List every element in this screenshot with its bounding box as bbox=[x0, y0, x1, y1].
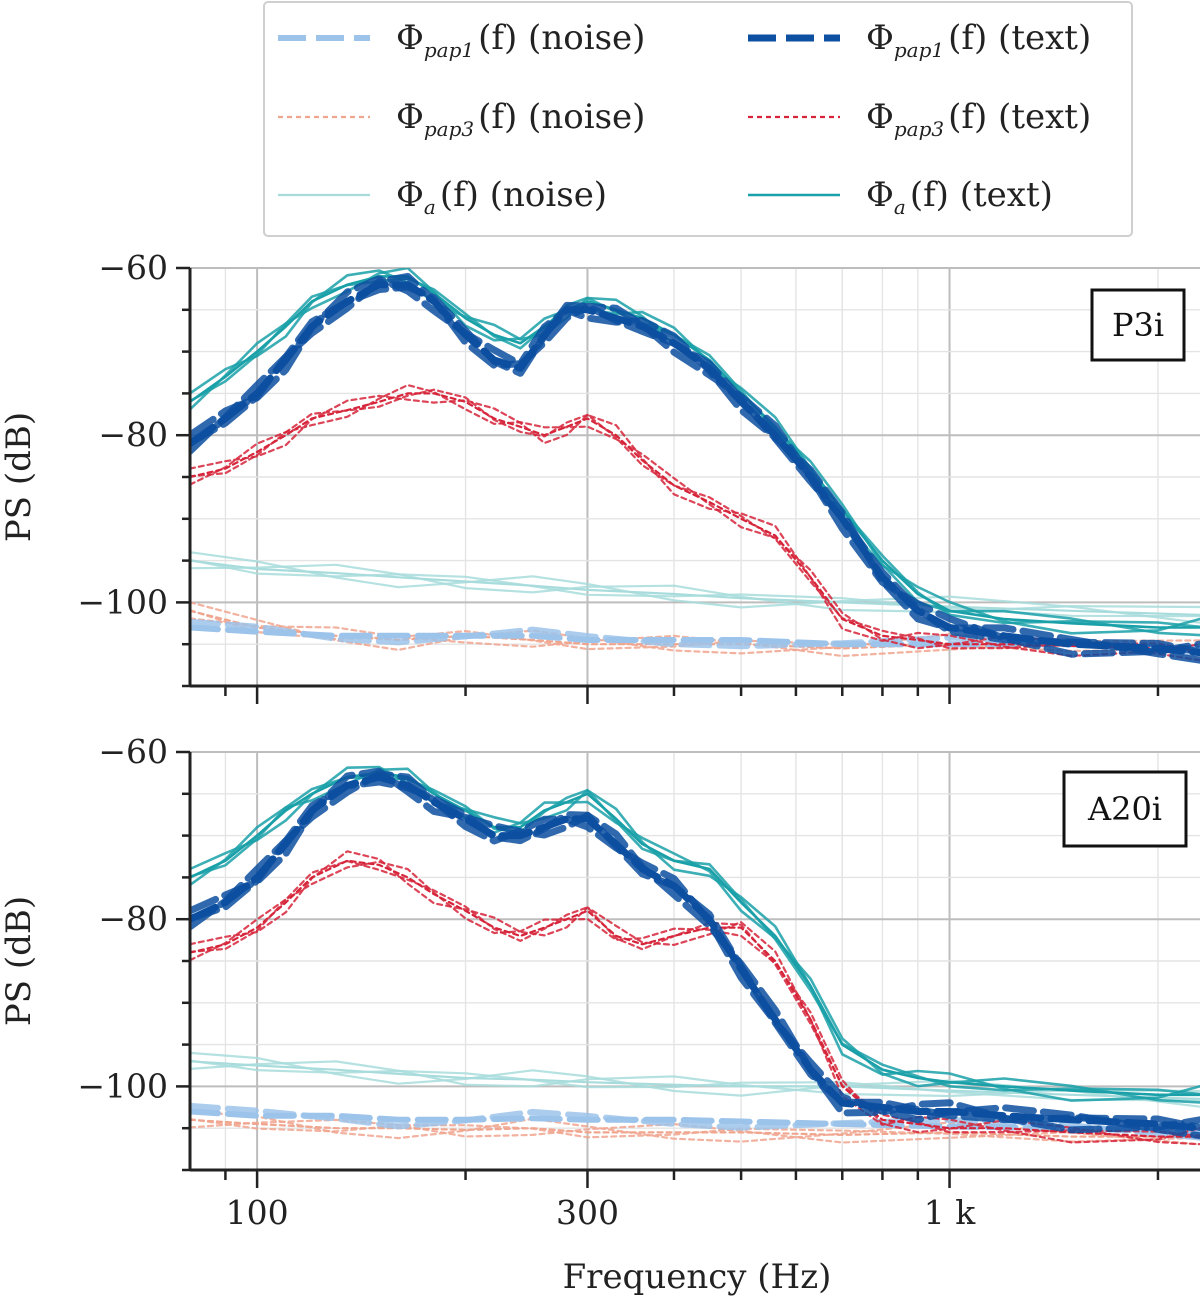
p3i-series-a-noise-run-2 bbox=[190, 551, 1200, 624]
legend-label-pap3-text: Φpap3 (f) (text) bbox=[866, 97, 1091, 141]
x-axis-title: Frequency (Hz) bbox=[563, 1257, 832, 1297]
a20i-series-pap1-text-run-2 bbox=[190, 767, 1200, 1134]
panel-p3i-grid bbox=[190, 267, 1200, 687]
a20i-series-pap3-noise-run-4 bbox=[190, 1118, 1200, 1143]
a20i-series-pap1-text-run-3 bbox=[190, 770, 1200, 1140]
p3i-series-pap3-noise bbox=[190, 609, 1200, 650]
a20i-series-pap1-noise bbox=[190, 1108, 1200, 1136]
p3i-series-pap1-noise-run-2 bbox=[190, 618, 1200, 657]
y-axis-title-a20i: PS (dB) bbox=[0, 896, 39, 1026]
a20i-series-a-noise bbox=[190, 1060, 1200, 1100]
panel-a20i-grid bbox=[190, 751, 1200, 1171]
a20i-series-pap1-noise-run-2 bbox=[190, 1102, 1200, 1141]
p3i-series-pap3-text-run-2 bbox=[190, 394, 1200, 657]
a20i-series-a-noise-run-2 bbox=[190, 1051, 1200, 1108]
p3i-series-pap1-text-run-3 bbox=[190, 272, 1200, 664]
p3i-series-a-text-run-2 bbox=[190, 269, 1200, 635]
x-tick-label: 1 k bbox=[924, 1193, 976, 1232]
panel-p3i-axes: −60 −80 −100 bbox=[77, 248, 1200, 704]
p3i-y-tick-label: −60 bbox=[98, 248, 168, 287]
legend-box bbox=[263, 1, 1133, 237]
legend-label-pap1-text: Φpap1 (f) (text) bbox=[866, 18, 1091, 62]
p3i-y-tick-label: −80 bbox=[98, 415, 168, 454]
legend-entries: Φpap1 (f) (noise) Φpap1 (f) (text) Φpap3 (f) … bbox=[278, 18, 1091, 219]
p3i-series-pap1-text-run-4 bbox=[190, 283, 1200, 656]
panel-p3i-label-box: P3i bbox=[1090, 288, 1186, 362]
p3i-series-pap1-text bbox=[190, 281, 1200, 657]
a20i-series-a-text bbox=[190, 771, 1200, 1097]
legend-label-pap1-noise: Φpap1 (f) (noise) bbox=[396, 18, 645, 62]
legend: Φpap1 (f) (noise) Φpap1 (f) (text) Φpap3 (f) … bbox=[263, 1, 1133, 237]
p3i-series-a-text-run-3 bbox=[190, 268, 1200, 637]
legend-label-a-text: Φa (f) (text) bbox=[866, 175, 1053, 219]
x-tick-label: 300 bbox=[556, 1193, 619, 1232]
panel-a20i-label: A20i bbox=[1087, 790, 1162, 828]
p3i-series-a-noise-run-4 bbox=[190, 558, 1200, 618]
y-axis-title-p3i: PS (dB) bbox=[0, 412, 39, 542]
a20i-y-tick-label: −60 bbox=[98, 732, 168, 771]
legend-label-pap3-noise: Φpap3 (f) (noise) bbox=[396, 97, 645, 141]
panel-a20i: −60 −80 −100 100 300 1 k A20i bbox=[77, 732, 1200, 1232]
p3i-series-pap3-text-run-4 bbox=[190, 388, 1200, 653]
legend-label-a-noise: Φa (f) (noise) bbox=[396, 175, 607, 219]
panel-a20i-series bbox=[190, 765, 1200, 1146]
x-tick-label: 100 bbox=[226, 1193, 289, 1232]
p3i-y-tick-label: −100 bbox=[77, 582, 168, 621]
a20i-series-pap3-noise-run-3 bbox=[190, 1118, 1200, 1144]
panel-a20i-axes: −60 −80 −100 100 300 1 k bbox=[77, 732, 1200, 1232]
panel-p3i: −60 −80 −100 P3i bbox=[77, 248, 1200, 704]
a20i-series-pap1-text-run-4 bbox=[190, 778, 1200, 1131]
panel-p3i-label: P3i bbox=[1112, 306, 1164, 344]
a20i-y-tick-label: −100 bbox=[77, 1066, 168, 1105]
p3i-series-a-noise bbox=[190, 559, 1200, 616]
a20i-series-a-noise-run-4 bbox=[190, 1059, 1200, 1102]
a20i-series-pap3-text-run-3 bbox=[190, 860, 1200, 1146]
a20i-series-a-text-run-4 bbox=[190, 776, 1200, 1096]
a20i-series-pap3-text-run-4 bbox=[190, 860, 1200, 1137]
p3i-series-pap3-text-run-3 bbox=[190, 384, 1200, 662]
a20i-series-a-text-run-3 bbox=[190, 767, 1200, 1104]
panel-p3i-series bbox=[190, 268, 1200, 664]
panel-a20i-label-box: A20i bbox=[1062, 770, 1188, 848]
p3i-series-pap1-text-run-2 bbox=[190, 275, 1200, 658]
p3i-series-a-text bbox=[190, 275, 1200, 629]
a20i-series-a-text-run-2 bbox=[190, 765, 1200, 1102]
a20i-y-tick-label: −80 bbox=[98, 899, 168, 938]
a20i-series-a-noise-run-3 bbox=[190, 1060, 1200, 1098]
a20i-series-pap3-text-run-2 bbox=[190, 850, 1200, 1144]
